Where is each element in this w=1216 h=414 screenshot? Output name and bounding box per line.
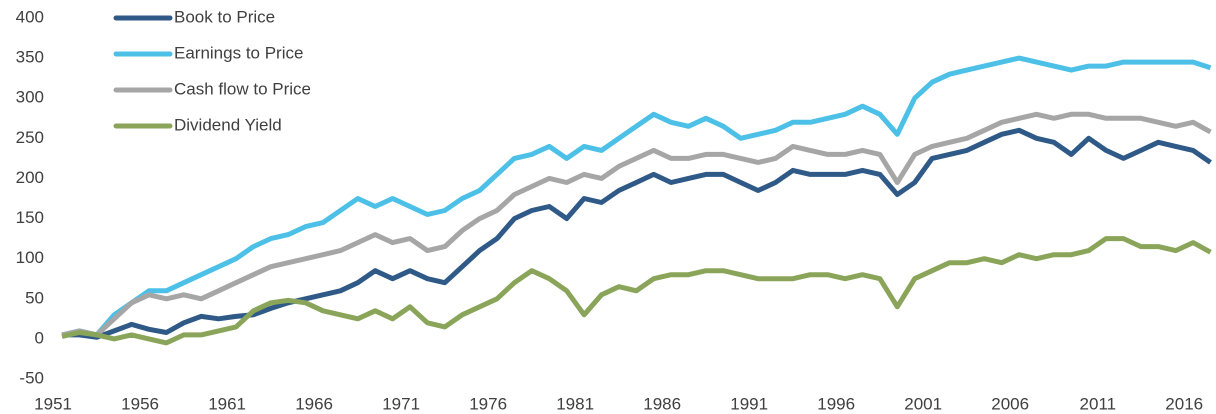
x-tick-label: 1951 [34, 394, 72, 413]
x-tick-label: 1981 [556, 394, 594, 413]
y-tick-label: 50 [25, 288, 44, 307]
y-tick-label: 100 [16, 248, 44, 267]
y-tick-label: -50 [19, 368, 44, 387]
series-line [61, 236, 1212, 346]
x-tick-label: 2016 [1165, 394, 1203, 413]
y-tick-label: 400 [16, 7, 44, 26]
series-line [62, 127, 1212, 340]
y-tick-label: 250 [16, 128, 44, 147]
x-tick-label: 1966 [295, 394, 333, 413]
legend-label: Cash flow to Price [174, 79, 311, 98]
x-tick-label: 1996 [817, 394, 855, 413]
x-tick-label: 2006 [991, 394, 1029, 413]
x-tick-label: 2011 [1080, 394, 1117, 413]
legend-label: Book to Price [174, 7, 275, 26]
y-tick-label: 0 [35, 328, 44, 347]
y-tick-label: 150 [16, 208, 44, 227]
x-tick-label: 1971 [382, 394, 420, 413]
x-tick-label: 1991 [730, 394, 768, 413]
legend-label: Dividend Yield [174, 115, 282, 134]
y-tick-label: 350 [16, 48, 44, 67]
x-tick-label: 1956 [121, 394, 159, 413]
x-tick-label: 1986 [643, 394, 681, 413]
x-tick-label: 1961 [208, 394, 246, 413]
series-line [61, 55, 1212, 338]
y-tick-label: 300 [16, 88, 44, 107]
y-tick-label: 200 [16, 168, 44, 187]
series-line [61, 111, 1212, 338]
legend-label: Earnings to Price [174, 43, 303, 62]
x-tick-label: 1976 [469, 394, 507, 413]
x-tick-label: 2001 [904, 394, 942, 413]
